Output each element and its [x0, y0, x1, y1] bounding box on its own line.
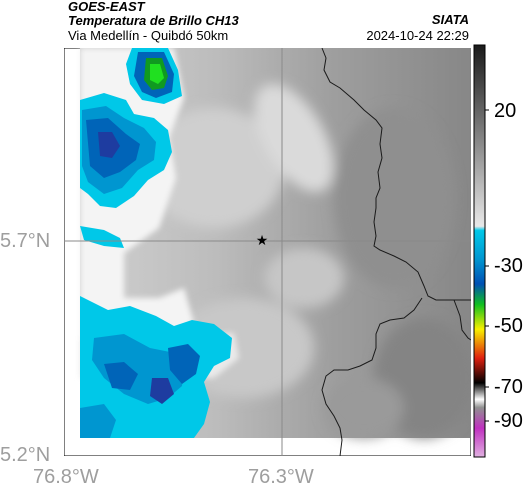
lon-tick-76-8: 76.8°W [33, 466, 99, 488]
lat-tick-5-2: 5.2°N [0, 444, 51, 466]
blue-cloud-top-south [80, 296, 232, 438]
timestamp-label: 2024-10-24 22:29 [366, 28, 469, 43]
colorbar-ramp [473, 44, 486, 458]
satellite-title: GOES-EAST [68, 0, 145, 14]
colorbar-ticks [485, 109, 489, 422]
colorbar-label-minus50: -50 [494, 315, 523, 337]
colorbar [473, 44, 489, 458]
department-borders [321, 48, 471, 456]
lat-tick-5-7: 5.7°N [0, 230, 51, 252]
colorbar-label-20: 20 [494, 100, 517, 122]
lon-tick-76-3: 76.3°W [248, 466, 314, 488]
colorbar-label-minus30: -30 [494, 255, 523, 277]
product-title: Temperatura de Brillo CH13 [68, 13, 239, 28]
grid-lines [64, 48, 471, 456]
region-label: Via Medellín - Quibdó 50km [68, 28, 229, 43]
blue-cloud-top-north [80, 93, 172, 248]
green-cloud-core [126, 48, 182, 104]
source-label: SIATA [431, 12, 469, 27]
brightness-temperature-map: ★ [64, 48, 471, 456]
colorbar-label-minus70: -70 [494, 376, 523, 398]
city-marker: ★ [256, 233, 269, 249]
colorbar-label-minus90: -90 [494, 410, 523, 432]
